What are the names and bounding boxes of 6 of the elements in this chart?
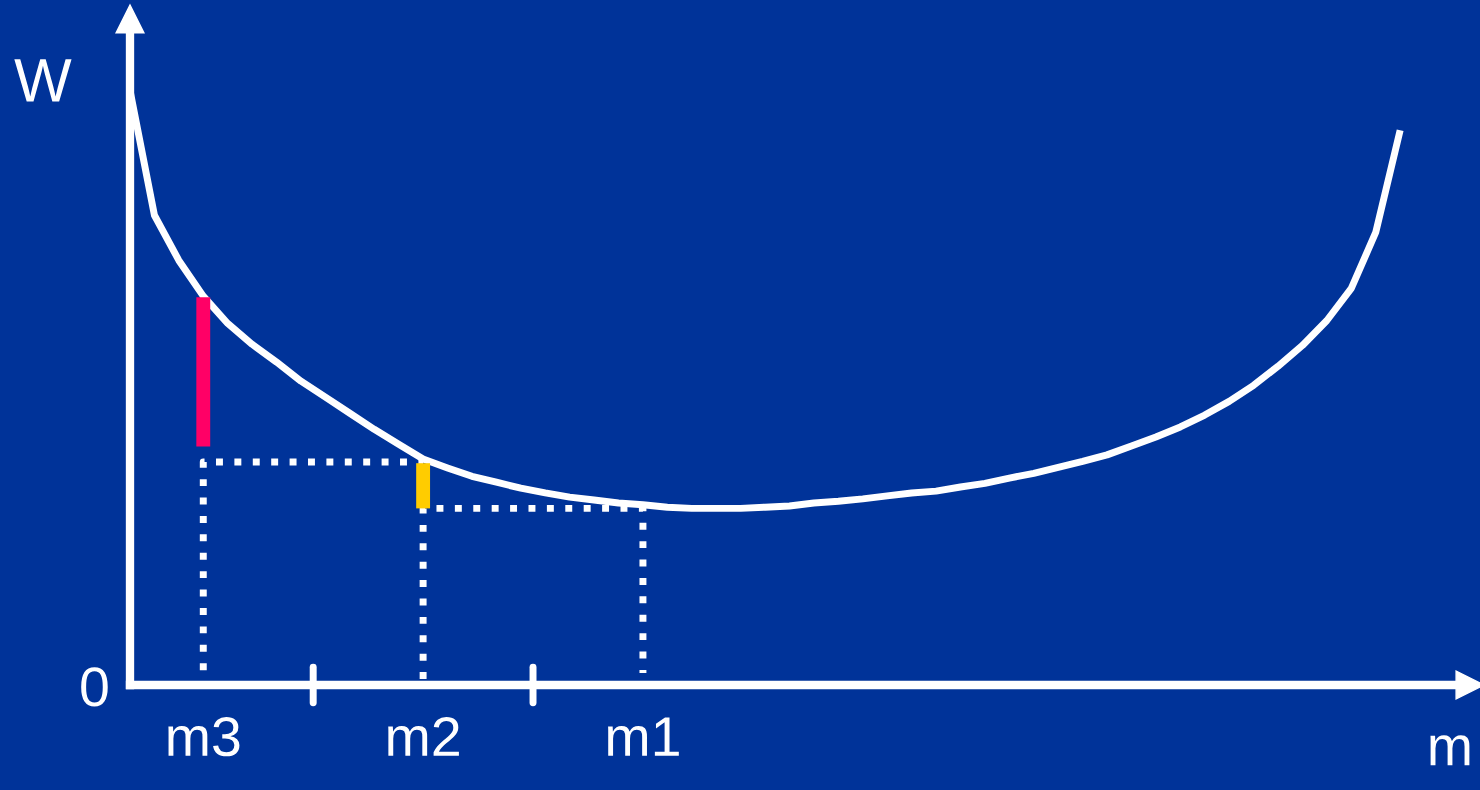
x-tick-label: m1 — [608, 717, 679, 756]
x-tick-label: m3 — [168, 717, 240, 757]
text: 0 — [81, 667, 108, 707]
x-axis-title: m — [1430, 735, 1470, 766]
y-axis-title: W — [14, 59, 72, 102]
x-tick-label: m2 — [388, 717, 459, 756]
